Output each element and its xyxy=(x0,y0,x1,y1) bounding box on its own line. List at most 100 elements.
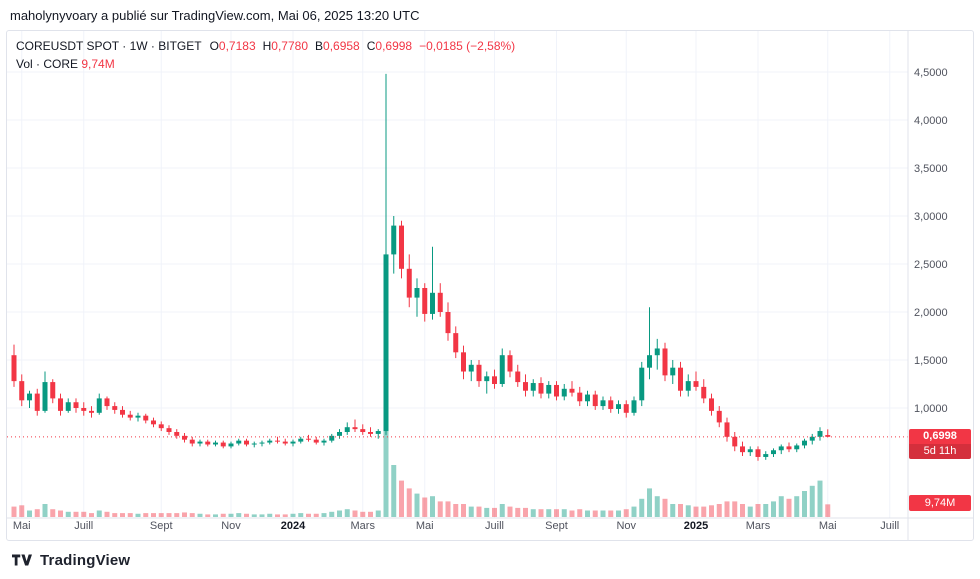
volume-bar xyxy=(585,510,590,517)
volume-bar xyxy=(569,510,575,517)
volume-bar xyxy=(27,510,32,517)
candle xyxy=(89,410,94,413)
candle xyxy=(453,333,459,353)
candle xyxy=(701,386,707,399)
price-chart-canvas[interactable]: 4,5000 4,0000 3,5000 3,0000 2,5000 2,0000 1,50… xyxy=(7,31,973,540)
volume-bar xyxy=(189,513,195,517)
volume-bar xyxy=(515,507,521,517)
candle xyxy=(96,398,102,413)
candle xyxy=(616,404,621,409)
volume-bar xyxy=(647,488,652,517)
bar-countdown: 5d 11h xyxy=(909,444,971,459)
candle xyxy=(693,381,699,387)
ohlc-high: H0,7780 xyxy=(262,39,308,53)
volume-bar xyxy=(825,504,831,517)
volume-bar xyxy=(34,509,40,517)
volume-value: 9,74M xyxy=(81,57,115,71)
volume-bar xyxy=(430,496,435,517)
tradingview-logo[interactable]: TradingView xyxy=(12,552,130,569)
candle xyxy=(414,288,420,298)
candle xyxy=(468,364,474,372)
volume-bar xyxy=(50,509,56,517)
volume-bar xyxy=(406,488,412,517)
time-axis-label: Mars xyxy=(746,520,771,532)
candle xyxy=(228,443,234,447)
candle xyxy=(275,440,280,442)
candle xyxy=(213,442,218,445)
volume-bar xyxy=(174,513,180,517)
candle xyxy=(329,435,335,441)
volume-bar xyxy=(306,513,311,517)
candle xyxy=(600,400,606,407)
candle xyxy=(445,312,451,334)
candle xyxy=(120,409,125,415)
candle xyxy=(34,393,40,411)
candle xyxy=(267,440,273,443)
symbol-title[interactable]: COREUSDT SPOT · 1W · BITGET xyxy=(16,39,202,53)
candle xyxy=(368,432,373,434)
volume-bar xyxy=(414,493,420,517)
volume-bar xyxy=(360,511,366,517)
candle xyxy=(182,435,187,440)
volume-bar xyxy=(399,480,404,517)
volume-bar xyxy=(104,511,110,517)
volume-bar xyxy=(329,511,335,517)
candle xyxy=(430,292,435,314)
volume-bar xyxy=(701,506,707,517)
candle xyxy=(112,406,118,410)
volume-bar xyxy=(484,507,490,517)
candle xyxy=(259,442,265,444)
change-value: −0,0185 (−2,58%) xyxy=(419,39,516,53)
volume-bar xyxy=(755,504,761,517)
candle xyxy=(569,388,575,393)
candle xyxy=(158,424,164,429)
candle xyxy=(399,225,404,269)
volume-bar xyxy=(11,506,17,517)
candle xyxy=(298,438,304,442)
candle xyxy=(306,438,311,440)
candle xyxy=(19,381,25,401)
candle xyxy=(639,367,645,401)
volume-bar xyxy=(530,509,536,517)
candle xyxy=(375,431,381,434)
candle xyxy=(794,445,800,450)
volume-bar xyxy=(127,513,133,517)
volume-bar xyxy=(259,514,265,517)
volume-bar xyxy=(445,501,451,517)
volume-bar xyxy=(73,511,79,517)
volume-bar xyxy=(19,505,25,517)
volume-bar xyxy=(802,491,807,517)
volume-bar xyxy=(313,513,319,517)
candle xyxy=(654,348,660,356)
volume-bar xyxy=(608,510,614,517)
candle xyxy=(282,441,288,444)
volume-bar xyxy=(523,507,528,517)
attribution-text: maholynyvoary a publié sur TradingView.c… xyxy=(10,8,420,23)
volume-bar xyxy=(778,496,784,517)
candle xyxy=(631,400,637,413)
candle xyxy=(592,394,598,407)
candle xyxy=(236,440,242,444)
volume-label[interactable]: Vol · CORE xyxy=(16,57,79,71)
price-axis-label: 1,5000 xyxy=(914,355,948,367)
volume-bar xyxy=(492,507,497,517)
volume-bar xyxy=(747,506,753,517)
candle xyxy=(143,415,149,421)
time-axis-label: Sept xyxy=(545,520,568,532)
price-axis-label: 3,0000 xyxy=(914,211,948,223)
volume-bar xyxy=(577,509,583,517)
candle xyxy=(802,440,807,446)
volume-bar xyxy=(220,513,226,517)
volume-bar xyxy=(422,497,428,517)
candle xyxy=(685,381,691,391)
candle xyxy=(251,443,257,445)
last-price-badge: 0,6998 5d 11h xyxy=(909,429,971,459)
volume-bar xyxy=(771,501,776,517)
price-axis-label: 3,5000 xyxy=(914,163,948,175)
candle xyxy=(499,355,505,384)
volume-bar xyxy=(391,465,397,517)
candle xyxy=(809,436,815,441)
candle xyxy=(647,355,652,368)
chart-card: 4,5000 4,0000 3,5000 3,0000 2,5000 2,0000 1,50… xyxy=(6,30,974,541)
candle xyxy=(337,432,342,436)
